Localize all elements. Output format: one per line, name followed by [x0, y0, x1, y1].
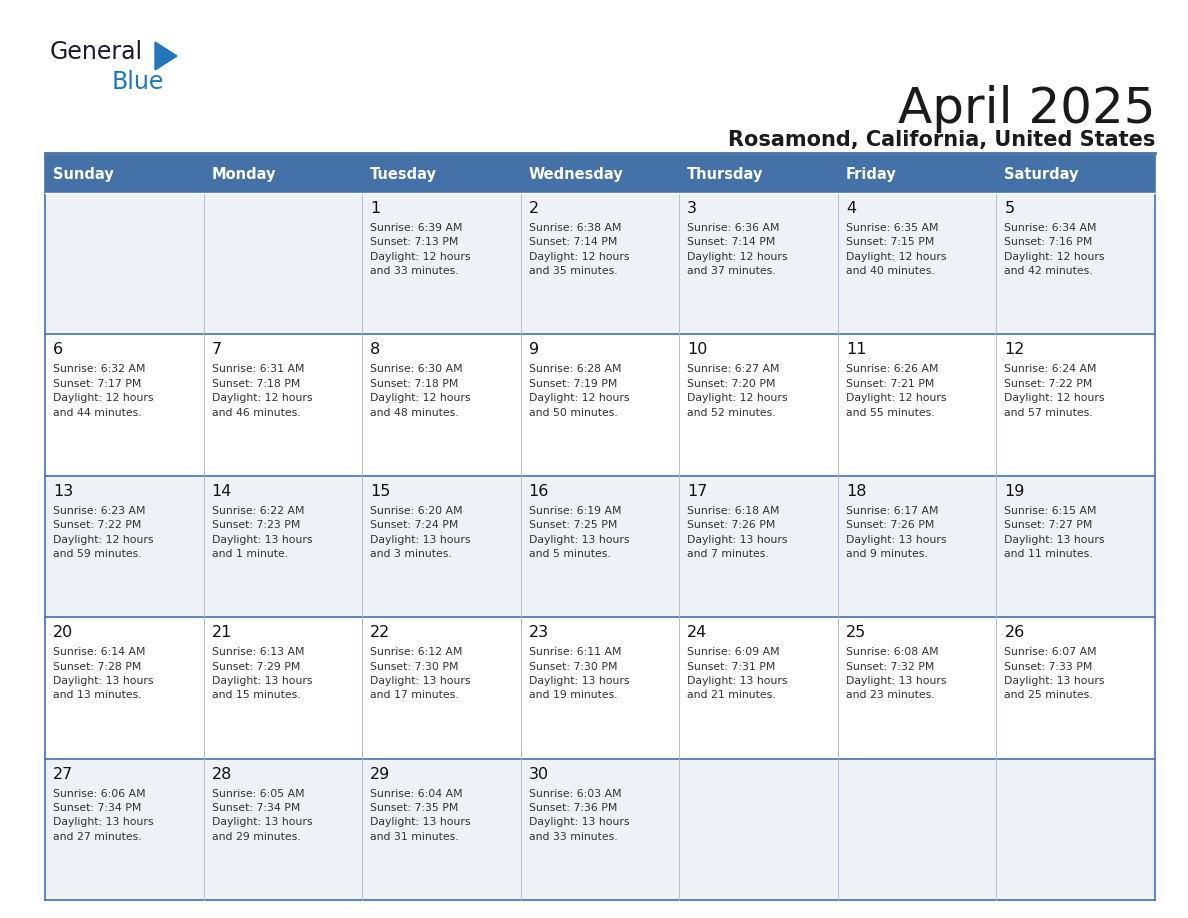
Text: Friday: Friday	[846, 166, 897, 182]
Text: 25: 25	[846, 625, 866, 640]
Text: Sunrise: 6:06 AM
Sunset: 7:34 PM
Daylight: 13 hours
and 27 minutes.: Sunrise: 6:06 AM Sunset: 7:34 PM Dayligh…	[53, 789, 153, 842]
Text: 28: 28	[211, 767, 232, 781]
Text: Sunrise: 6:08 AM
Sunset: 7:32 PM
Daylight: 13 hours
and 23 minutes.: Sunrise: 6:08 AM Sunset: 7:32 PM Dayligh…	[846, 647, 947, 700]
Text: General: General	[50, 40, 143, 64]
Text: 19: 19	[1004, 484, 1025, 498]
Text: 23: 23	[529, 625, 549, 640]
Text: Sunrise: 6:39 AM
Sunset: 7:13 PM
Daylight: 12 hours
and 33 minutes.: Sunrise: 6:39 AM Sunset: 7:13 PM Dayligh…	[371, 223, 470, 276]
Text: Sunrise: 6:23 AM
Sunset: 7:22 PM
Daylight: 12 hours
and 59 minutes.: Sunrise: 6:23 AM Sunset: 7:22 PM Dayligh…	[53, 506, 153, 559]
Text: Rosamond, California, United States: Rosamond, California, United States	[727, 130, 1155, 150]
Text: 16: 16	[529, 484, 549, 498]
Text: 7: 7	[211, 342, 222, 357]
Text: Sunrise: 6:34 AM
Sunset: 7:16 PM
Daylight: 12 hours
and 42 minutes.: Sunrise: 6:34 AM Sunset: 7:16 PM Dayligh…	[1004, 223, 1105, 276]
Text: 6: 6	[53, 342, 63, 357]
Text: Sunrise: 6:22 AM
Sunset: 7:23 PM
Daylight: 13 hours
and 1 minute.: Sunrise: 6:22 AM Sunset: 7:23 PM Dayligh…	[211, 506, 312, 559]
Text: Sunrise: 6:09 AM
Sunset: 7:31 PM
Daylight: 13 hours
and 21 minutes.: Sunrise: 6:09 AM Sunset: 7:31 PM Dayligh…	[688, 647, 788, 700]
Text: Sunrise: 6:36 AM
Sunset: 7:14 PM
Daylight: 12 hours
and 37 minutes.: Sunrise: 6:36 AM Sunset: 7:14 PM Dayligh…	[688, 223, 788, 276]
Text: Sunrise: 6:14 AM
Sunset: 7:28 PM
Daylight: 13 hours
and 13 minutes.: Sunrise: 6:14 AM Sunset: 7:28 PM Dayligh…	[53, 647, 153, 700]
Text: Thursday: Thursday	[688, 166, 764, 182]
Bar	[45, 155, 1155, 193]
Text: Sunrise: 6:30 AM
Sunset: 7:18 PM
Daylight: 12 hours
and 48 minutes.: Sunrise: 6:30 AM Sunset: 7:18 PM Dayligh…	[371, 364, 470, 418]
Text: Sunrise: 6:18 AM
Sunset: 7:26 PM
Daylight: 13 hours
and 7 minutes.: Sunrise: 6:18 AM Sunset: 7:26 PM Dayligh…	[688, 506, 788, 559]
Text: Sunrise: 6:04 AM
Sunset: 7:35 PM
Daylight: 13 hours
and 31 minutes.: Sunrise: 6:04 AM Sunset: 7:35 PM Dayligh…	[371, 789, 470, 842]
Text: 10: 10	[688, 342, 708, 357]
Text: April 2025: April 2025	[897, 85, 1155, 133]
Text: Sunrise: 6:12 AM
Sunset: 7:30 PM
Daylight: 13 hours
and 17 minutes.: Sunrise: 6:12 AM Sunset: 7:30 PM Dayligh…	[371, 647, 470, 700]
Text: 18: 18	[846, 484, 866, 498]
Text: 24: 24	[688, 625, 708, 640]
Text: Sunrise: 6:28 AM
Sunset: 7:19 PM
Daylight: 12 hours
and 50 minutes.: Sunrise: 6:28 AM Sunset: 7:19 PM Dayligh…	[529, 364, 630, 418]
Text: 1: 1	[371, 201, 380, 216]
Text: 4: 4	[846, 201, 857, 216]
Text: Blue: Blue	[112, 70, 164, 94]
Text: 13: 13	[53, 484, 74, 498]
Text: Sunrise: 6:07 AM
Sunset: 7:33 PM
Daylight: 13 hours
and 25 minutes.: Sunrise: 6:07 AM Sunset: 7:33 PM Dayligh…	[1004, 647, 1105, 700]
Bar	[45, 476, 1155, 617]
Text: 21: 21	[211, 625, 232, 640]
Text: 12: 12	[1004, 342, 1025, 357]
Text: Monday: Monday	[211, 166, 276, 182]
Text: 20: 20	[53, 625, 74, 640]
Text: 5: 5	[1004, 201, 1015, 216]
Text: Sunrise: 6:17 AM
Sunset: 7:26 PM
Daylight: 13 hours
and 9 minutes.: Sunrise: 6:17 AM Sunset: 7:26 PM Dayligh…	[846, 506, 947, 559]
Text: Sunrise: 6:35 AM
Sunset: 7:15 PM
Daylight: 12 hours
and 40 minutes.: Sunrise: 6:35 AM Sunset: 7:15 PM Dayligh…	[846, 223, 947, 276]
Text: 17: 17	[688, 484, 708, 498]
Text: Sunrise: 6:32 AM
Sunset: 7:17 PM
Daylight: 12 hours
and 44 minutes.: Sunrise: 6:32 AM Sunset: 7:17 PM Dayligh…	[53, 364, 153, 418]
Text: 22: 22	[371, 625, 391, 640]
Bar	[45, 758, 1155, 900]
Text: Sunday: Sunday	[53, 166, 114, 182]
Text: 14: 14	[211, 484, 232, 498]
Text: Sunrise: 6:20 AM
Sunset: 7:24 PM
Daylight: 13 hours
and 3 minutes.: Sunrise: 6:20 AM Sunset: 7:24 PM Dayligh…	[371, 506, 470, 559]
Text: 9: 9	[529, 342, 539, 357]
Text: 2: 2	[529, 201, 539, 216]
Bar	[45, 617, 1155, 758]
Text: Sunrise: 6:31 AM
Sunset: 7:18 PM
Daylight: 12 hours
and 46 minutes.: Sunrise: 6:31 AM Sunset: 7:18 PM Dayligh…	[211, 364, 312, 418]
Text: Saturday: Saturday	[1004, 166, 1079, 182]
Text: 27: 27	[53, 767, 74, 781]
Text: Sunrise: 6:19 AM
Sunset: 7:25 PM
Daylight: 13 hours
and 5 minutes.: Sunrise: 6:19 AM Sunset: 7:25 PM Dayligh…	[529, 506, 630, 559]
Text: 11: 11	[846, 342, 866, 357]
Text: 26: 26	[1004, 625, 1025, 640]
Text: 3: 3	[688, 201, 697, 216]
Polygon shape	[154, 42, 177, 70]
Text: Sunrise: 6:13 AM
Sunset: 7:29 PM
Daylight: 13 hours
and 15 minutes.: Sunrise: 6:13 AM Sunset: 7:29 PM Dayligh…	[211, 647, 312, 700]
Text: Sunrise: 6:26 AM
Sunset: 7:21 PM
Daylight: 12 hours
and 55 minutes.: Sunrise: 6:26 AM Sunset: 7:21 PM Dayligh…	[846, 364, 947, 418]
Text: Sunrise: 6:38 AM
Sunset: 7:14 PM
Daylight: 12 hours
and 35 minutes.: Sunrise: 6:38 AM Sunset: 7:14 PM Dayligh…	[529, 223, 630, 276]
Text: Tuesday: Tuesday	[371, 166, 437, 182]
Bar	[45, 334, 1155, 476]
Text: Sunrise: 6:11 AM
Sunset: 7:30 PM
Daylight: 13 hours
and 19 minutes.: Sunrise: 6:11 AM Sunset: 7:30 PM Dayligh…	[529, 647, 630, 700]
Text: Sunrise: 6:03 AM
Sunset: 7:36 PM
Daylight: 13 hours
and 33 minutes.: Sunrise: 6:03 AM Sunset: 7:36 PM Dayligh…	[529, 789, 630, 842]
Text: Wednesday: Wednesday	[529, 166, 624, 182]
Text: Sunrise: 6:24 AM
Sunset: 7:22 PM
Daylight: 12 hours
and 57 minutes.: Sunrise: 6:24 AM Sunset: 7:22 PM Dayligh…	[1004, 364, 1105, 418]
Text: 29: 29	[371, 767, 391, 781]
Text: Sunrise: 6:27 AM
Sunset: 7:20 PM
Daylight: 12 hours
and 52 minutes.: Sunrise: 6:27 AM Sunset: 7:20 PM Dayligh…	[688, 364, 788, 418]
Bar	[45, 193, 1155, 334]
Text: 30: 30	[529, 767, 549, 781]
Text: Sunrise: 6:15 AM
Sunset: 7:27 PM
Daylight: 13 hours
and 11 minutes.: Sunrise: 6:15 AM Sunset: 7:27 PM Dayligh…	[1004, 506, 1105, 559]
Text: 15: 15	[371, 484, 391, 498]
Text: 8: 8	[371, 342, 380, 357]
Text: Sunrise: 6:05 AM
Sunset: 7:34 PM
Daylight: 13 hours
and 29 minutes.: Sunrise: 6:05 AM Sunset: 7:34 PM Dayligh…	[211, 789, 312, 842]
